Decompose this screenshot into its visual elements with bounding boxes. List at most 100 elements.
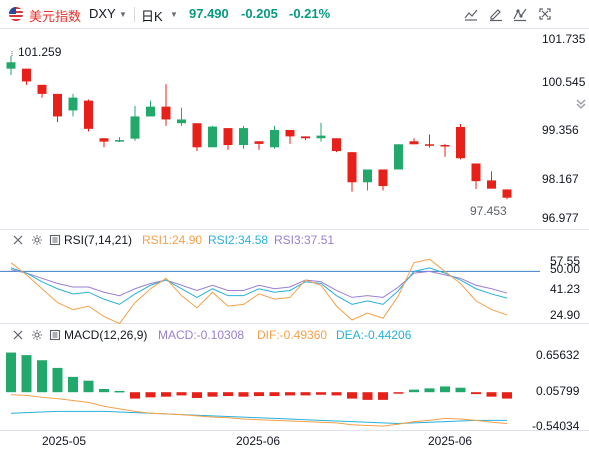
candle-body bbox=[409, 141, 419, 145]
gear-icon[interactable] bbox=[30, 233, 44, 247]
candle-body bbox=[270, 129, 279, 148]
dif-value: DIF:-0.49360 bbox=[257, 328, 328, 342]
candle-body bbox=[316, 135, 326, 139]
price-axis-label: 96.977 bbox=[542, 211, 579, 225]
macd-histogram-bar bbox=[285, 392, 295, 396]
collapse-icon[interactable] bbox=[11, 328, 25, 342]
edit-icon[interactable] bbox=[486, 4, 506, 24]
macd-axis-label: -0.54034 bbox=[532, 419, 580, 433]
macd-histogram-bar bbox=[114, 390, 125, 393]
us-flag-icon bbox=[9, 7, 23, 21]
macd-histogram-bar bbox=[21, 355, 32, 393]
macd-histogram-bar bbox=[68, 376, 78, 393]
macd-value: MACD:-0.10308 bbox=[158, 328, 245, 342]
macd-legend: MACD(12,26,9) MACD:-0.10308 DIF:-0.49360… bbox=[0, 326, 589, 344]
macd-histogram-bar bbox=[161, 392, 171, 397]
macd-histogram-bar bbox=[130, 392, 140, 399]
scroll-down-icon[interactable] bbox=[574, 96, 588, 110]
macd-histogram-bar bbox=[440, 386, 450, 393]
price-change: -0.205 bbox=[241, 6, 278, 21]
rsi2-line bbox=[10, 267, 508, 305]
macd-histogram-bar bbox=[409, 389, 419, 393]
rsi1-value: RSI1:24.90 bbox=[142, 233, 203, 247]
candle-body bbox=[99, 138, 109, 142]
candle-body bbox=[68, 97, 78, 111]
candle-body bbox=[456, 126, 465, 159]
dea-line bbox=[10, 410, 507, 425]
macd-histogram-bar bbox=[37, 360, 47, 393]
macd-histogram-bar bbox=[486, 392, 497, 397]
candle-body bbox=[378, 169, 388, 187]
rsi-axis-label: 41.23 bbox=[550, 282, 581, 296]
candle-body bbox=[208, 126, 217, 148]
macd-histogram-bar bbox=[269, 392, 280, 397]
macd-histogram-bar bbox=[207, 392, 218, 397]
price-axis-label: 98.167 bbox=[542, 172, 579, 186]
macd-histogram-bar bbox=[6, 352, 16, 393]
instrument-name[interactable]: 美元指数 bbox=[29, 9, 82, 24]
macd-histogram-bar bbox=[254, 392, 264, 397]
time-axis-label: 2025-05 bbox=[42, 434, 87, 448]
price-axis-label: 99.356 bbox=[542, 123, 579, 137]
macd-histogram-bar bbox=[316, 392, 326, 395]
macd-histogram-bar bbox=[362, 392, 373, 400]
rsi-axis-label: 50.00 bbox=[550, 262, 581, 276]
candle-body bbox=[53, 93, 62, 117]
menu-icon[interactable] bbox=[48, 328, 62, 342]
price-change-percent: -0.21% bbox=[289, 6, 331, 21]
time-axis-label: 2025-06 bbox=[428, 434, 473, 448]
time-axis-label: 2025-06 bbox=[236, 434, 281, 448]
chevron-down-icon[interactable]: ▼ bbox=[170, 10, 178, 19]
indicator-icon[interactable] bbox=[510, 4, 530, 24]
macd-histogram-bar bbox=[52, 367, 63, 393]
candle-body bbox=[115, 140, 124, 142]
rsi-title: RSI(7,14,21) bbox=[64, 233, 133, 247]
last-price: 97.490 bbox=[189, 6, 229, 21]
macd-histogram-bar bbox=[192, 392, 202, 398]
macd-histogram-bar bbox=[331, 392, 342, 396]
candle-body bbox=[285, 129, 295, 137]
candle-body bbox=[239, 128, 248, 146]
macd-histogram-bar bbox=[424, 388, 435, 393]
divider bbox=[134, 7, 135, 22]
candle-body bbox=[440, 145, 450, 147]
candle-body bbox=[301, 136, 310, 139]
header-bar: 美元指数 DXY ▼ 日K ▼ 97.490 -0.205 -0.21% bbox=[0, 0, 589, 28]
rsi3-line bbox=[10, 269, 508, 298]
macd-histogram-bar bbox=[393, 392, 404, 394]
fullscreen-icon[interactable] bbox=[535, 4, 555, 24]
low-marker-label: 97.453 bbox=[470, 204, 507, 218]
chevron-down-icon[interactable]: ▼ bbox=[119, 10, 127, 19]
dea-value: DEA:-0.44206 bbox=[336, 328, 412, 342]
menu-icon[interactable] bbox=[48, 233, 62, 247]
candle-body bbox=[487, 180, 496, 189]
candle-body bbox=[161, 106, 171, 120]
candle-body bbox=[347, 152, 357, 183]
gear-icon[interactable] bbox=[30, 328, 44, 342]
macd-axis-label: 0.65632 bbox=[536, 348, 580, 362]
macd-title: MACD(12,26,9) bbox=[64, 328, 148, 342]
macd-histogram-bar bbox=[99, 389, 109, 393]
candle-body bbox=[130, 116, 140, 139]
macd-histogram-bar bbox=[471, 392, 481, 395]
macd-histogram-bar bbox=[83, 380, 94, 393]
symbol-selector[interactable]: DXY bbox=[89, 6, 116, 21]
trend-chart-icon[interactable] bbox=[461, 4, 481, 24]
collapse-icon[interactable] bbox=[11, 233, 25, 247]
candle-body bbox=[502, 189, 512, 198]
macd-histogram-bar bbox=[378, 392, 388, 400]
rsi2-value: RSI2:34.58 bbox=[208, 233, 269, 247]
macd-histogram-bar bbox=[347, 392, 357, 399]
candle-body bbox=[363, 169, 372, 183]
candle-body bbox=[254, 141, 264, 144]
price-axis-label: 100.545 bbox=[542, 75, 586, 89]
candle-body bbox=[223, 128, 233, 146]
high-marker-label: 101.259 bbox=[18, 45, 62, 59]
candle-body bbox=[471, 163, 481, 182]
candle-body bbox=[192, 123, 202, 148]
interval-selector[interactable]: 日K bbox=[141, 9, 163, 24]
candle-body bbox=[22, 68, 31, 82]
candle-body bbox=[84, 100, 93, 129]
candle-body bbox=[6, 62, 16, 69]
